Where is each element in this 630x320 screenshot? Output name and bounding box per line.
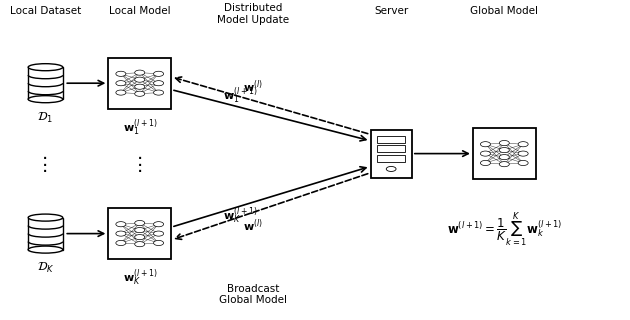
Circle shape: [481, 151, 491, 156]
Text: .: .: [42, 157, 49, 176]
Text: $\mathbf{w}^{(l+1)} = \dfrac{1}{K}\sum_{k=1}^{K}\mathbf{w}_k^{(l+1)}$: $\mathbf{w}^{(l+1)} = \dfrac{1}{K}\sum_{…: [447, 211, 562, 250]
Text: .: .: [137, 157, 143, 176]
Circle shape: [116, 81, 126, 86]
Text: .: .: [137, 150, 143, 170]
Circle shape: [499, 148, 509, 153]
Circle shape: [481, 142, 491, 147]
Circle shape: [135, 242, 145, 247]
Text: .: .: [42, 150, 49, 170]
Circle shape: [518, 142, 528, 147]
Circle shape: [499, 155, 509, 160]
Bar: [108, 58, 171, 109]
Circle shape: [135, 235, 145, 240]
Circle shape: [154, 240, 164, 245]
Circle shape: [116, 222, 126, 227]
Bar: [473, 128, 536, 179]
Ellipse shape: [28, 246, 63, 253]
Circle shape: [116, 231, 126, 236]
Text: $\mathbf{w}_1^{(l+1)}$: $\mathbf{w}_1^{(l+1)}$: [122, 117, 157, 138]
Text: $\mathcal{D}_K$: $\mathcal{D}_K$: [37, 261, 54, 275]
Circle shape: [499, 140, 509, 146]
Text: Distributed
Model Update: Distributed Model Update: [217, 3, 289, 25]
Text: $\mathbf{w}_K^{(l+1)}$: $\mathbf{w}_K^{(l+1)}$: [223, 206, 258, 226]
Text: Server: Server: [374, 6, 408, 16]
Text: $\mathcal{D}_1$: $\mathcal{D}_1$: [37, 110, 54, 124]
Circle shape: [154, 71, 164, 76]
Bar: [377, 145, 406, 152]
Circle shape: [135, 91, 145, 96]
Circle shape: [135, 77, 145, 82]
Text: $\mathbf{w}^{(l)}$: $\mathbf{w}^{(l)}$: [243, 78, 263, 95]
Text: $\mathbf{w}_1^{(l+1)}$: $\mathbf{w}_1^{(l+1)}$: [223, 86, 258, 106]
Circle shape: [135, 228, 145, 233]
Text: $\mathbf{w}^{(l)}$: $\mathbf{w}^{(l)}$: [243, 217, 263, 234]
Circle shape: [154, 90, 164, 95]
Circle shape: [154, 231, 164, 236]
Circle shape: [499, 162, 509, 167]
Circle shape: [135, 84, 145, 89]
Circle shape: [116, 90, 126, 95]
Text: Broadcast
Global Model: Broadcast Global Model: [219, 284, 287, 305]
Circle shape: [116, 71, 126, 76]
Text: .: .: [137, 144, 143, 163]
Ellipse shape: [28, 64, 63, 71]
Circle shape: [135, 220, 145, 226]
Text: $\mathbf{w}_K^{(l+1)}$: $\mathbf{w}_K^{(l+1)}$: [122, 267, 157, 288]
Circle shape: [518, 151, 528, 156]
Text: Local Dataset: Local Dataset: [10, 6, 81, 16]
Circle shape: [518, 160, 528, 165]
Bar: [377, 136, 406, 143]
Bar: [370, 130, 411, 178]
Ellipse shape: [28, 96, 63, 103]
Text: .: .: [42, 144, 49, 163]
Circle shape: [154, 81, 164, 86]
Bar: [377, 155, 406, 162]
Circle shape: [154, 222, 164, 227]
Bar: [108, 208, 171, 259]
Text: Global Model: Global Model: [470, 6, 538, 16]
Ellipse shape: [28, 214, 63, 221]
Bar: [28, 218, 63, 250]
Circle shape: [135, 70, 145, 75]
Bar: [28, 67, 63, 99]
Circle shape: [116, 240, 126, 245]
Circle shape: [481, 160, 491, 165]
Text: Local Model: Local Model: [109, 6, 171, 16]
